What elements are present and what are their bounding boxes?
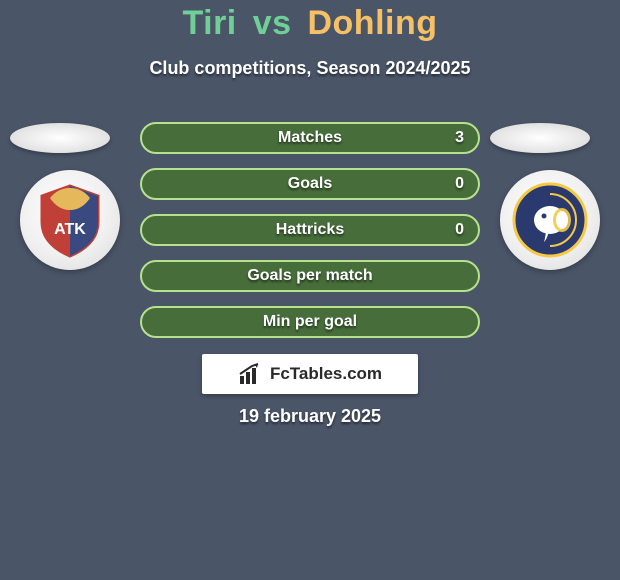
date-text: 19 february 2025 (0, 406, 620, 427)
stat-row: Min per goal (140, 306, 480, 338)
stat-right-value: 3 (455, 124, 464, 152)
svg-text:ATK: ATK (54, 221, 86, 238)
vs-connector: vs (253, 4, 292, 42)
stat-row: Hattricks0 (140, 214, 480, 246)
kerala-crest-icon (510, 180, 590, 260)
stat-label: Min per goal (142, 308, 478, 336)
chart-icon (238, 362, 262, 386)
stat-label: Goals (142, 170, 478, 198)
player1-name: Tiri (182, 4, 236, 42)
stat-row: Goals per match (140, 260, 480, 292)
stat-right-value: 0 (455, 216, 464, 244)
player1-club-badge: ATK (20, 170, 120, 270)
player2-club-badge (500, 170, 600, 270)
stat-label: Goals per match (142, 262, 478, 290)
brand-box[interactable]: FcTables.com (202, 354, 418, 394)
stat-row: Matches3 (140, 122, 480, 154)
comparison-infographic: Tiri vs Dohling Club competitions, Seaso… (0, 0, 620, 580)
player2-name: Dohling (307, 4, 437, 42)
stat-label: Hattricks (142, 216, 478, 244)
stat-right-value: 0 (455, 170, 464, 198)
stat-label: Matches (142, 124, 478, 152)
atk-crest-icon: ATK (30, 180, 110, 260)
brand-text: FcTables.com (270, 364, 382, 384)
stat-row: Goals0 (140, 168, 480, 200)
player1-avatar-placeholder (10, 123, 110, 153)
page-title: Tiri vs Dohling (0, 4, 620, 43)
player2-avatar-placeholder (490, 123, 590, 153)
subtitle: Club competitions, Season 2024/2025 (0, 58, 620, 79)
